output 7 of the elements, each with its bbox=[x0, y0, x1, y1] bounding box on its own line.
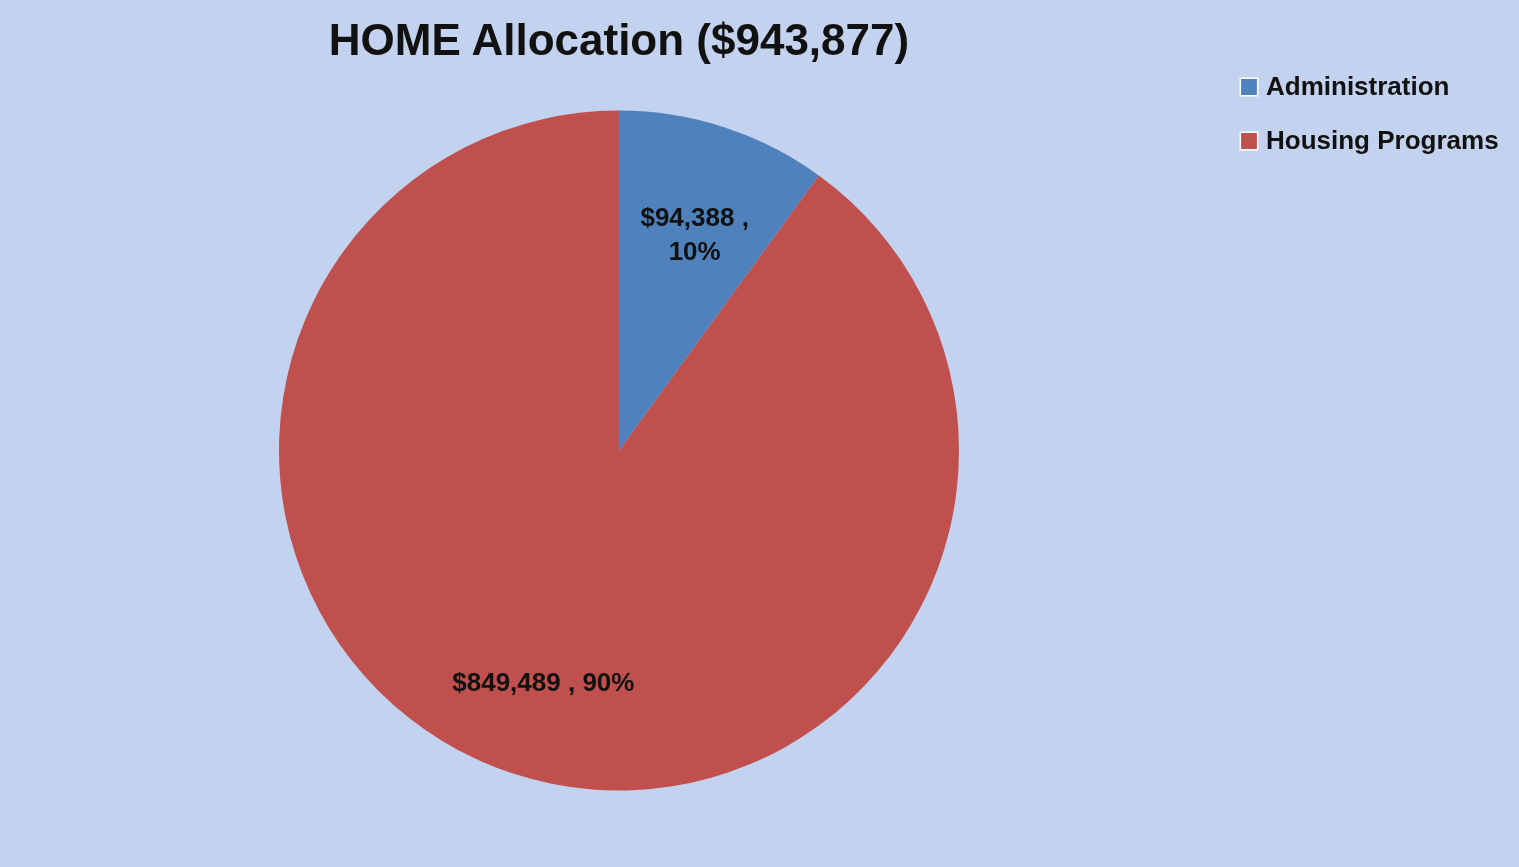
legend-label: Administration bbox=[1266, 71, 1450, 101]
legend-label: Housing Programs bbox=[1266, 125, 1499, 155]
pie-slice bbox=[619, 110, 819, 451]
data-label: $94,388 , 10% bbox=[640, 201, 749, 266]
chart-title: HOME Allocation ($943,877) bbox=[328, 15, 910, 64]
pie-slice bbox=[279, 110, 959, 790]
data-label: $849,489 , 90% bbox=[452, 667, 635, 698]
